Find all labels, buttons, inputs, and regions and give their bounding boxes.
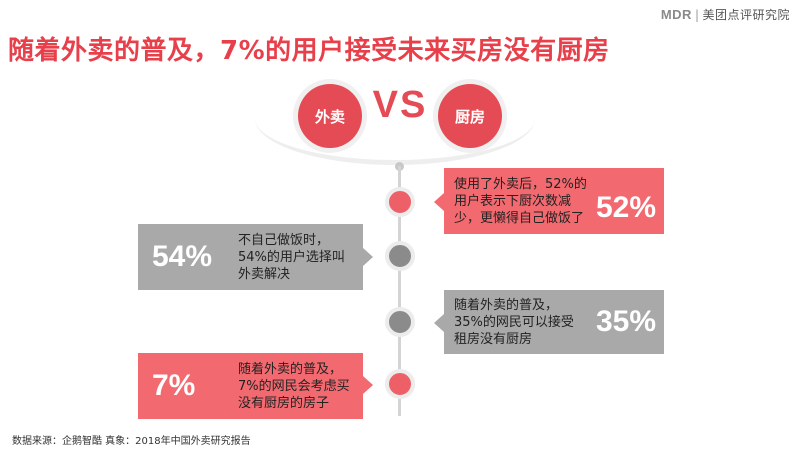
card-1-pointer: [434, 193, 444, 211]
card-2-pointer: [363, 248, 373, 266]
timeline-node-4: [385, 369, 415, 399]
stat-card-text: 随着外卖的普及， 35%的网民可以接受 租房没有厨房: [454, 297, 574, 347]
takeout-circle: 外卖: [298, 84, 362, 148]
brand-separator: |: [694, 7, 700, 22]
card-4-pointer: [363, 376, 373, 394]
stat-card-text: 使用了外卖后，52%的 用户表示下厨次数减 少，更懒得自己做饭了: [454, 176, 587, 226]
kitchen-circle: 厨房: [438, 84, 502, 148]
stat-percent: 35%: [595, 305, 656, 338]
stat-percent: 54%: [152, 240, 213, 273]
brand-name: 美团点评研究院: [702, 8, 790, 22]
stat-percent: 7%: [152, 369, 196, 402]
stat-card-7: 7% 随着外卖的普及， 7%的网民会考虑买 没有厨房的房子: [138, 353, 363, 419]
page-title: 随着外卖的普及，7%的用户接受未来买房没有厨房: [8, 36, 610, 66]
decorative-arc: [255, 72, 535, 165]
card-3-pointer: [434, 314, 444, 332]
takeout-label: 外卖: [314, 107, 345, 126]
stat-card-35: 随着外卖的普及， 35%的网民可以接受 租房没有厨房 35%: [444, 290, 664, 354]
stat-card-52: 使用了外卖后，52%的 用户表示下厨次数减 少，更懒得自己做饭了 52%: [444, 168, 664, 234]
data-source: 数据来源：企鹅智酷 真象：2018年中国外卖研究报告: [12, 436, 251, 447]
stat-card-text: 随着外卖的普及， 7%的网民会考虑买 没有厨房的房子: [238, 361, 350, 411]
timeline-node-3: [385, 307, 415, 337]
stat-card-text: 不自己做饭时， 54%的用户选择叫 外卖解决: [238, 232, 345, 282]
stat-percent: 52%: [595, 191, 656, 224]
timeline-axis: [398, 166, 401, 416]
kitchen-label: 厨房: [454, 107, 485, 126]
brand-mark: MDR: [660, 7, 692, 22]
vs-label: VS: [372, 84, 428, 126]
timeline-node-2: [385, 241, 415, 271]
brand-logo: MDR | 美团点评研究院: [661, 6, 790, 23]
stat-card-54: 54% 不自己做饭时， 54%的用户选择叫 外卖解决: [138, 224, 363, 290]
timeline-node-1: [385, 187, 415, 217]
